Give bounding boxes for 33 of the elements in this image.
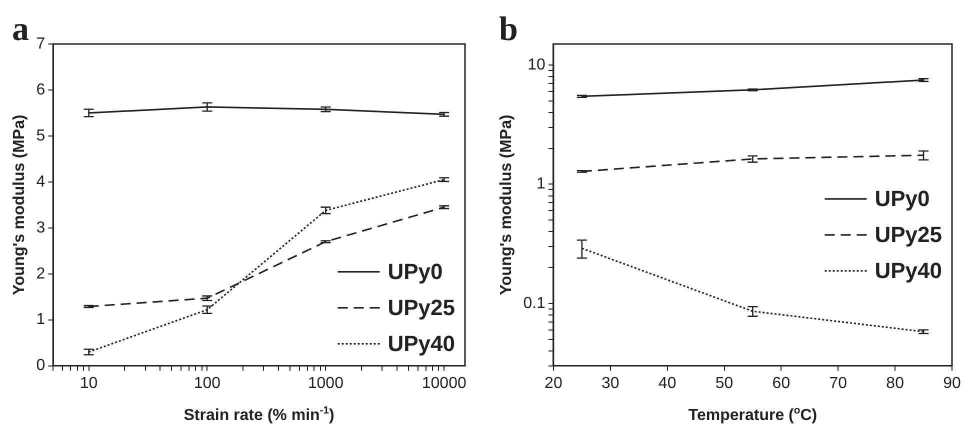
x-tick-label: 40 [658, 374, 676, 392]
y-axis-title: Young's modulus (MPa) [498, 114, 516, 296]
y-tick-label: 2 [36, 265, 46, 282]
x-tick-label: 20 [544, 374, 562, 392]
y-tick-label: 0.1 [523, 294, 546, 312]
x-tick-label: 80 [886, 374, 904, 392]
x-tick-label: 10000 [422, 374, 466, 392]
text: b [499, 11, 518, 48]
legend-label: UPy40 [874, 258, 942, 283]
y-tick-label: 7 [36, 35, 46, 52]
x-tick-label: 90 [943, 374, 961, 392]
legend-label: UPy0 [874, 186, 930, 211]
x-tick-label: 10 [80, 374, 98, 392]
x-tick-label: 70 [829, 374, 848, 392]
x-tick-label: 50 [715, 374, 734, 392]
legend-label: UPy25 [874, 222, 942, 247]
y-axis-title: Young's modulus (MPa) [11, 114, 28, 296]
y-tick-label: 0 [36, 357, 46, 374]
text: a [12, 11, 29, 48]
x-tick-label: 1000 [308, 374, 344, 392]
x-tick-label: 100 [194, 374, 221, 392]
y-tick-label: 10 [528, 56, 546, 74]
y-tick-label: 4 [36, 173, 46, 190]
y-tick-label: 3 [36, 219, 46, 236]
y-tick-label: 1 [536, 176, 546, 193]
x-tick-label: 60 [772, 374, 790, 392]
legend-label: UPy40 [388, 330, 456, 356]
legend-label: UPy0 [388, 258, 443, 284]
y-tick-label: 5 [36, 127, 46, 144]
x-tick-label: 30 [601, 374, 620, 392]
y-tick-label: 1 [36, 311, 46, 328]
y-tick-label: 6 [36, 81, 46, 98]
legend-label: UPy25 [388, 294, 456, 320]
